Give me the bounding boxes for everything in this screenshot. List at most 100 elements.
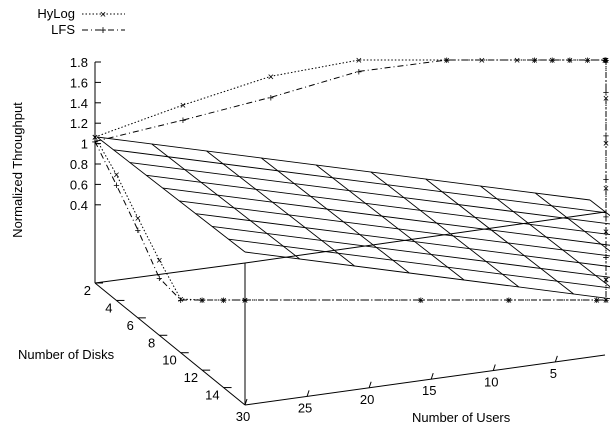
data-point-hylog: × [180, 100, 186, 112]
z-axis-ticks: 1.8 1.6 1.4 1.2 1 0.8 0.6 0.4 [70, 55, 101, 213]
user-tick-mark [430, 372, 434, 380]
grid-line-users [534, 192, 610, 252]
data-point-lfs: + [444, 55, 450, 67]
grid-line-disks [146, 174, 610, 236]
disk-tick-label: 2 [84, 283, 91, 298]
data-point-hylog: × [602, 55, 608, 67]
data-point-lfs: + [268, 92, 274, 104]
back-floor-edge [94, 262, 246, 284]
data-point-lfs: + [584, 55, 590, 67]
data-point-lfs: + [603, 212, 609, 224]
grid-line-disks [179, 200, 610, 257]
legend-label-hylog: HyLog [37, 6, 75, 21]
data-point-lfs: + [602, 55, 608, 67]
data-point-hylog: × [113, 170, 119, 182]
user-tick-label: 15 [422, 383, 436, 398]
data-point-lfs: + [594, 295, 600, 307]
series-lfs: +++++ + + + + ++++++ + + ++++++++++ + + + ++ [92, 55, 609, 307]
data-point-lfs: + [418, 295, 424, 307]
data-point-lfs: + [242, 295, 248, 307]
disk-tick-label: 6 [127, 318, 134, 333]
legend-marker-hylog: × [100, 9, 106, 21]
z-tick-label: 1 [81, 137, 88, 152]
data-point-lfs: + [156, 273, 162, 285]
data-point-lfs: + [177, 295, 183, 307]
z-tick-label: 0.6 [70, 177, 88, 192]
data-point-lfs: + [199, 295, 205, 307]
user-tick-mark [492, 364, 496, 371]
data-point-hylog: × [220, 295, 226, 307]
data-point-lfs: + [603, 295, 609, 307]
disk-tick-label: 4 [105, 300, 112, 315]
data-point-hylog: × [531, 55, 537, 67]
z-tick-label: 1.6 [70, 75, 88, 90]
legend-marker-lfs: + [99, 23, 106, 37]
grid-line-users [261, 157, 410, 274]
data-point-lfs: + [549, 55, 555, 67]
data-point-hylog: × [418, 295, 424, 307]
data-point-lfs: + [531, 55, 537, 67]
grid-line-disks [195, 213, 610, 268]
data-point-lfs: + [113, 180, 119, 192]
user-tick-label: 20 [360, 392, 374, 407]
data-point-lfs: + [603, 87, 609, 99]
user-tick-mark [368, 381, 372, 388]
legend-label-lfs: LFS [51, 22, 75, 37]
user-tick-mark [306, 390, 310, 397]
data-point-lfs: + [603, 174, 609, 186]
grid-line-disks [244, 251, 610, 300]
z-tick-label: 1.8 [70, 55, 88, 70]
data-point-hylog: × [356, 55, 362, 67]
series-edge-hylog [94, 59, 605, 138]
grid-line-disks [212, 225, 610, 278]
data-point-hylog: × [506, 295, 512, 307]
data-point-lfs: + [506, 295, 512, 307]
disk-tick-label: 10 [162, 353, 176, 368]
data-point-lfs: + [603, 55, 609, 67]
data-point-lfs: + [603, 131, 609, 143]
user-tick-label: 30 [236, 409, 250, 424]
series-edge-lfs [94, 59, 605, 142]
grid-line-disks [113, 149, 607, 214]
z-tick-label: 1.2 [70, 116, 88, 131]
data-point-hylog: × [567, 55, 573, 67]
data-point-lfs: + [356, 66, 362, 78]
grid-line-users [370, 171, 520, 288]
data-point-hylog: × [156, 255, 162, 267]
data-point-hylog: × [92, 132, 98, 144]
data-point-lfs: + [567, 55, 573, 67]
legend: HyLog × LFS + [37, 6, 125, 37]
y-axis-label: Number of Users [412, 410, 511, 425]
data-point-hylog: × [549, 55, 555, 67]
axes [94, 62, 606, 406]
data-point-hylog: × [268, 71, 274, 83]
data-point-hylog: × [135, 213, 141, 225]
disks-axis [94, 282, 246, 406]
z-axis-label: Normalized Throughput [10, 102, 25, 238]
data-point-lfs: + [220, 295, 226, 307]
users-axis [244, 354, 606, 406]
series-edge-lfs [94, 141, 245, 301]
data-point-lfs: + [180, 115, 186, 127]
data-point-hylog: × [602, 55, 608, 67]
series-edge-hylog [245, 279, 607, 301]
data-point-hylog: × [242, 295, 248, 307]
grid-line-disks [129, 162, 610, 225]
data-point-lfs: + [603, 55, 609, 67]
data-point-hylog: × [242, 295, 248, 307]
data-point-hylog: × [584, 55, 590, 67]
grid-line-disks [96, 136, 591, 201]
grid-line-users [96, 136, 246, 253]
series-hylog: ×××× × × × × × × × ×××××× × × ×××××××××× × × × ×× [92, 55, 609, 307]
users-axis-ticks: 30 25 20 15 10 5 [236, 355, 558, 424]
data-point-hylog: × [603, 138, 609, 150]
data-point-lfs: + [603, 252, 609, 264]
user-tick-label: 10 [484, 375, 498, 390]
series-edge-hylog [94, 136, 245, 301]
grid-line-disks [228, 238, 610, 289]
data-point-hylog: × [444, 55, 450, 67]
user-tick-label: 5 [550, 366, 557, 381]
series-edge-lfs [605, 59, 607, 257]
z-tick-label: 1.4 [70, 96, 88, 111]
